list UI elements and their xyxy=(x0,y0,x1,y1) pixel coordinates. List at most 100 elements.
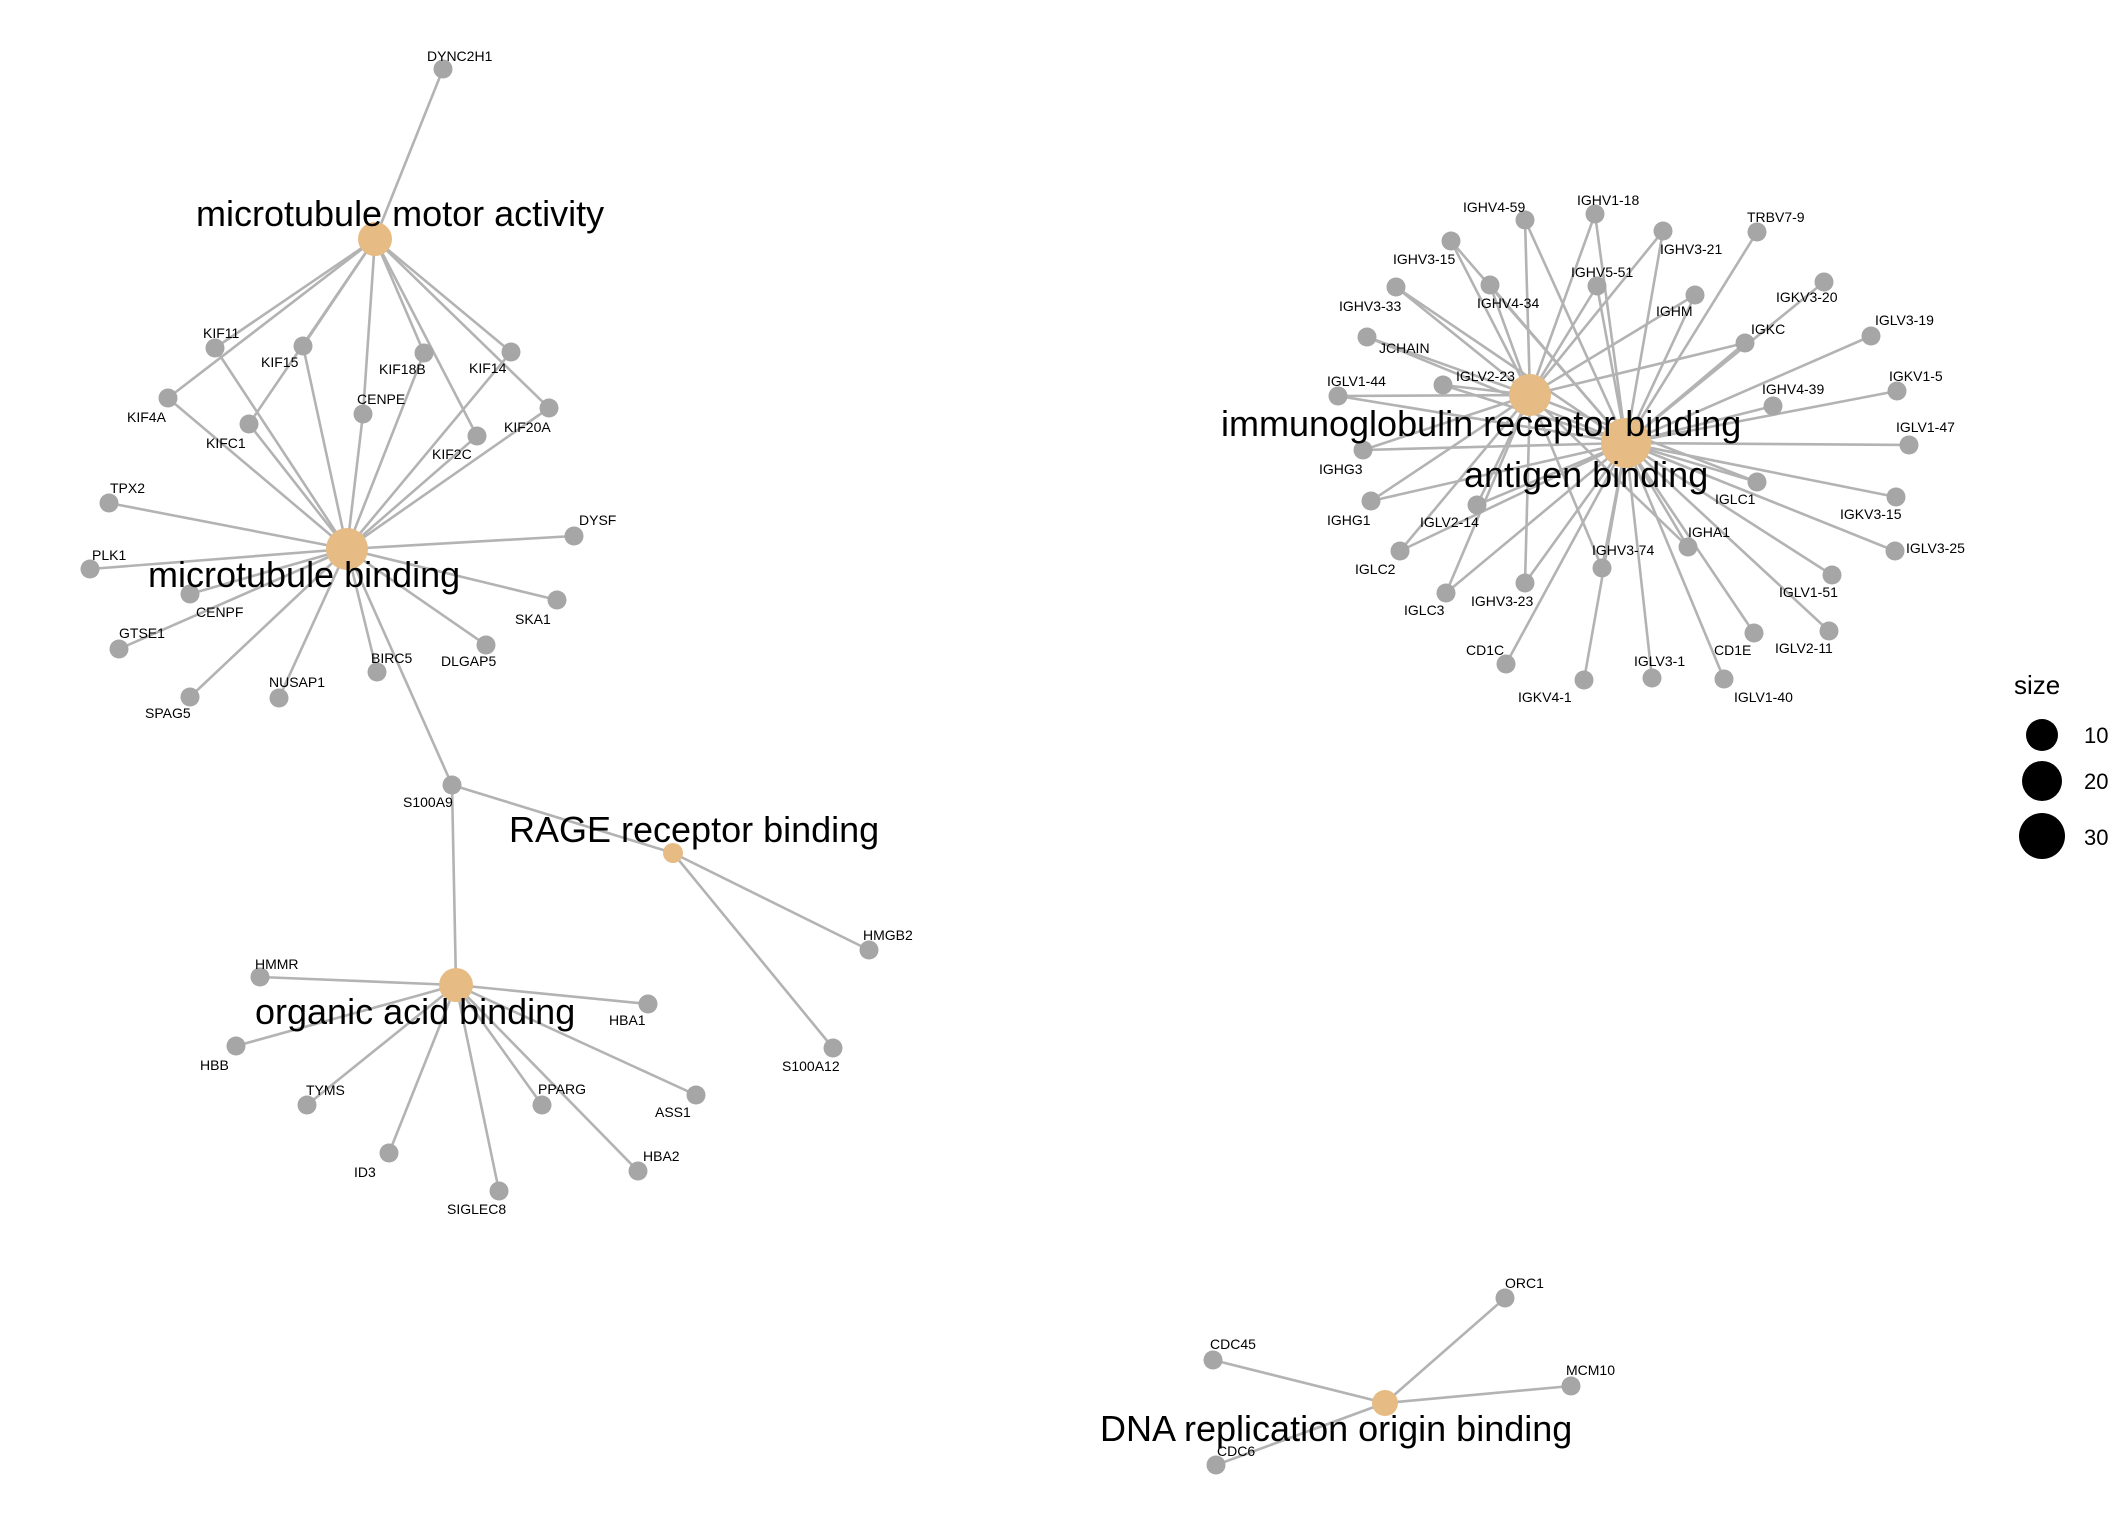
gene-node-igkc[interactable] xyxy=(1735,333,1755,353)
gene-node-iglv1-40[interactable] xyxy=(1714,669,1734,689)
edge-mb-plk1 xyxy=(89,547,348,571)
gene-node-iglv1-44[interactable] xyxy=(1328,386,1348,406)
gene-node-ighv5-51[interactable] xyxy=(1587,276,1607,296)
category-node-dna-replication-origin-binding[interactable] xyxy=(1372,1390,1398,1416)
gene-label-kif14: KIF14 xyxy=(469,360,507,376)
gene-node-cenpe[interactable] xyxy=(353,404,373,424)
gene-node-pparg[interactable] xyxy=(532,1095,552,1115)
gene-node-hba2[interactable] xyxy=(628,1161,648,1181)
gene-node-dync2h1[interactable] xyxy=(433,59,453,79)
gene-label-ighv1-18: IGHV1-18 xyxy=(1577,192,1639,208)
category-label-organic-acid-binding: organic acid binding xyxy=(255,991,575,1032)
gene-node-ighv3-15[interactable] xyxy=(1441,231,1461,251)
gene-label-s100a9: S100A9 xyxy=(403,794,453,810)
gene-node-kif11[interactable] xyxy=(205,338,225,358)
gene-node-kif4a[interactable] xyxy=(158,388,178,408)
gene-node-kif14[interactable] xyxy=(501,342,521,362)
gene-node-igkv3-20[interactable] xyxy=(1814,272,1834,292)
gene-node-ighg1[interactable] xyxy=(1361,491,1381,511)
edge-mb-ska1 xyxy=(346,547,558,602)
gene-node-cd1e[interactable] xyxy=(1744,623,1764,643)
category-node-microtubule-binding[interactable] xyxy=(326,528,368,570)
gene-node-cdc6[interactable] xyxy=(1206,1455,1226,1475)
gene-node-ighv3-33[interactable] xyxy=(1386,277,1406,297)
gene-node-jchain[interactable] xyxy=(1357,327,1377,347)
gene-node-s100a12[interactable] xyxy=(823,1038,843,1058)
gene-node-kif2c[interactable] xyxy=(467,426,487,446)
gene-node-iglc2[interactable] xyxy=(1390,541,1410,561)
gene-node-ighm[interactable] xyxy=(1685,285,1705,305)
gene-node-kif15[interactable] xyxy=(293,336,313,356)
gene-node-ighv3-74[interactable] xyxy=(1592,558,1612,578)
gene-node-cdc45[interactable] xyxy=(1203,1350,1223,1370)
gene-node-birc5[interactable] xyxy=(367,662,387,682)
gene-node-igkv3-15[interactable] xyxy=(1886,487,1906,507)
gene-node-igkv4-1[interactable] xyxy=(1574,670,1594,690)
gene-node-s100a9[interactable] xyxy=(442,775,462,795)
gene-node-hmgb2[interactable] xyxy=(859,940,879,960)
gene-node-iglv3-25[interactable] xyxy=(1885,541,1905,561)
gene-label-iglc2: IGLC2 xyxy=(1355,561,1396,577)
edge-irb-ighv3-33 xyxy=(1395,285,1531,397)
gene-node-ighv4-59[interactable] xyxy=(1515,210,1535,230)
gene-label-iglv1-51: IGLV1-51 xyxy=(1779,584,1838,600)
edges-layer xyxy=(89,68,1910,1467)
gene-node-hmmr[interactable] xyxy=(250,967,270,987)
gene-node-orc1[interactable] xyxy=(1495,1288,1515,1308)
gene-node-iglv3-19[interactable] xyxy=(1861,326,1881,346)
gene-node-cenpf[interactable] xyxy=(180,584,200,604)
edge-oab-hmmr xyxy=(259,975,457,987)
edge-mma-cenpe xyxy=(361,238,377,415)
edge-oab-id3 xyxy=(387,984,458,1154)
gene-node-igha1[interactable] xyxy=(1678,537,1698,557)
gene-node-iglv2-14[interactable] xyxy=(1467,495,1487,515)
gene-label-iglv3-19: IGLV3-19 xyxy=(1875,312,1934,328)
gene-label-ass1: ASS1 xyxy=(655,1104,691,1120)
gene-node-dysf[interactable] xyxy=(564,526,584,546)
gene-node-iglv2-11[interactable] xyxy=(1819,621,1839,641)
gene-node-hba1[interactable] xyxy=(638,994,658,1014)
gene-node-dlgap5[interactable] xyxy=(476,635,496,655)
gene-node-ska1[interactable] xyxy=(547,590,567,610)
gene-node-kif18b[interactable] xyxy=(414,343,434,363)
category-node-rage-receptor-binding[interactable] xyxy=(663,843,683,863)
edge-dna-cdc6 xyxy=(1215,1401,1386,1467)
category-node-immunoglobulin-receptor-binding[interactable] xyxy=(1509,374,1551,416)
gene-node-id3[interactable] xyxy=(379,1143,399,1163)
gene-node-siglec8[interactable] xyxy=(489,1181,509,1201)
gene-node-ighg3[interactable] xyxy=(1353,440,1373,460)
gene-node-plk1[interactable] xyxy=(80,559,100,579)
gene-node-trbv7-9[interactable] xyxy=(1747,222,1767,242)
gene-node-cd1c[interactable] xyxy=(1496,654,1516,674)
category-node-microtubule-motor-activity[interactable] xyxy=(358,222,392,256)
gene-node-nusap1[interactable] xyxy=(269,688,289,708)
edge-irb-iglc2 xyxy=(1399,394,1531,552)
gene-node-ass1[interactable] xyxy=(686,1085,706,1105)
gene-node-ighv1-18[interactable] xyxy=(1585,204,1605,224)
gene-node-hbb[interactable] xyxy=(226,1036,246,1056)
gene-node-kif20a[interactable] xyxy=(539,398,559,418)
gene-node-tpx2[interactable] xyxy=(99,493,119,513)
edge-ab-ighg3 xyxy=(1362,441,1627,452)
gene-node-iglv3-1[interactable] xyxy=(1642,668,1662,688)
gene-node-igkv1-5[interactable] xyxy=(1887,381,1907,401)
gene-node-iglv1-47[interactable] xyxy=(1899,435,1919,455)
gene-node-iglc3[interactable] xyxy=(1436,583,1456,603)
gene-node-spag5[interactable] xyxy=(180,687,200,707)
gene-node-kifc1[interactable] xyxy=(239,414,259,434)
gene-node-gtse1[interactable] xyxy=(109,639,129,659)
gene-node-ighv3-23[interactable] xyxy=(1515,573,1535,593)
gene-node-ighv4-39[interactable] xyxy=(1763,396,1783,416)
gene-node-ighv4-34[interactable] xyxy=(1480,275,1500,295)
category-node-organic-acid-binding[interactable] xyxy=(439,968,473,1002)
gene-label-ighv3-33: IGHV3-33 xyxy=(1339,298,1401,314)
gene-node-iglv2-23[interactable] xyxy=(1433,375,1453,395)
gene-node-mcm10[interactable] xyxy=(1561,1376,1581,1396)
gene-label-ighv3-15: IGHV3-15 xyxy=(1393,251,1455,267)
gene-node-iglc1[interactable] xyxy=(1747,472,1767,492)
category-node-antigen-binding[interactable] xyxy=(1601,418,1651,468)
gene-label-tyms: TYMS xyxy=(306,1082,345,1098)
gene-node-iglv1-51[interactable] xyxy=(1822,565,1842,585)
gene-node-ighv3-21[interactable] xyxy=(1653,221,1673,241)
gene-node-tyms[interactable] xyxy=(297,1095,317,1115)
